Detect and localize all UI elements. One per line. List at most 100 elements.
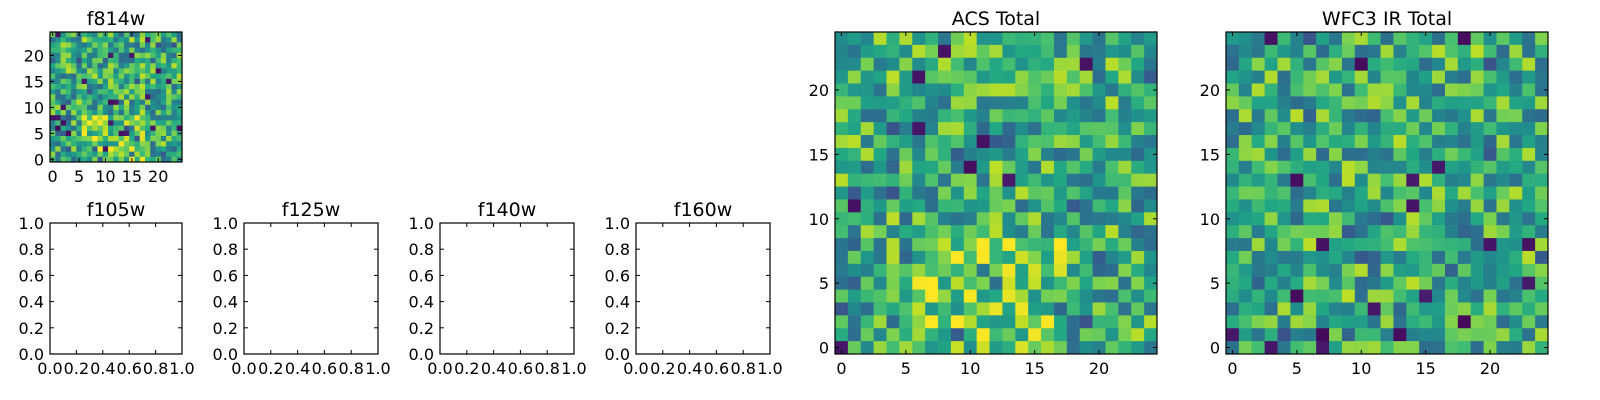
heatmap-cell xyxy=(129,63,135,69)
heatmap-cell xyxy=(150,141,156,147)
heatmap-cell xyxy=(81,84,88,90)
heatmap-cell xyxy=(1144,250,1158,265)
heatmap-cell xyxy=(1470,122,1484,136)
heatmap-cell xyxy=(886,147,900,162)
heatmap-cell xyxy=(1316,276,1330,290)
heatmap-cell xyxy=(50,89,56,95)
heatmap-cell xyxy=(1406,109,1420,123)
heatmap-cell xyxy=(50,47,56,54)
heatmap-cell xyxy=(71,73,77,80)
heatmap-cell xyxy=(1092,44,1106,59)
heatmap-cell xyxy=(1419,315,1433,329)
heatmap-cell xyxy=(1535,96,1549,110)
heatmap-cell xyxy=(1470,83,1484,97)
heatmap-cell xyxy=(1066,135,1081,149)
x-tick-label: 10 xyxy=(960,359,980,378)
heatmap-cell xyxy=(1277,32,1291,46)
heatmap-cell xyxy=(1290,263,1304,278)
heatmap-cell xyxy=(113,146,120,152)
heatmap-cell xyxy=(118,130,125,137)
heatmap-cell xyxy=(134,89,141,95)
heatmap-cell xyxy=(55,115,61,121)
heatmap-cell xyxy=(1238,160,1253,175)
heatmap-cell xyxy=(1367,109,1381,123)
heatmap-cell xyxy=(1483,225,1497,239)
heatmap-cell xyxy=(123,47,130,54)
heatmap-cell xyxy=(1432,173,1446,187)
heatmap-cell xyxy=(1238,44,1253,59)
heatmap-cell xyxy=(1290,96,1304,110)
heatmap-cell xyxy=(989,225,1003,239)
heatmap-cell xyxy=(1092,276,1106,290)
heatmap-cell xyxy=(139,151,146,158)
heatmap-cell xyxy=(847,212,862,226)
heatmap-cell xyxy=(1144,328,1158,342)
heatmap-cell xyxy=(835,341,849,355)
heatmap-cell xyxy=(1002,238,1016,252)
heatmap-cell xyxy=(55,68,61,74)
heatmap-cell xyxy=(938,147,952,162)
heatmap-cell xyxy=(1496,289,1510,303)
heatmap-cell xyxy=(860,147,875,162)
heatmap-cell xyxy=(1041,263,1055,278)
heatmap-cell xyxy=(50,120,56,126)
heatmap-cell xyxy=(160,110,167,116)
heatmap-cell xyxy=(963,96,978,110)
heatmap-cell xyxy=(1496,147,1510,162)
heatmap-cell xyxy=(847,199,862,213)
heatmap-cell xyxy=(1118,173,1132,187)
heatmap-cell xyxy=(134,73,141,80)
heatmap-cell xyxy=(873,186,887,200)
heatmap-cell xyxy=(1066,122,1081,136)
heatmap-cell xyxy=(873,276,887,290)
heatmap-cell xyxy=(1509,44,1523,59)
heatmap-cell xyxy=(81,115,88,121)
heatmap-cell xyxy=(1406,212,1420,226)
heatmap-cell xyxy=(1393,109,1407,123)
heatmap-cell xyxy=(1341,212,1356,226)
heatmap-cell xyxy=(860,341,875,355)
heatmap-cell xyxy=(925,263,939,278)
x-tick-label: 0.2 xyxy=(64,359,89,378)
heatmap-cell xyxy=(76,52,83,59)
heatmap-cell xyxy=(176,37,183,43)
heatmap-cell xyxy=(912,328,926,342)
heatmap-cell xyxy=(1444,135,1459,149)
heatmap-cell xyxy=(155,37,162,43)
heatmap-cell xyxy=(950,250,965,265)
heatmap-cell xyxy=(1406,199,1420,213)
heatmap-cell xyxy=(847,341,862,355)
heatmap-cell xyxy=(873,263,887,278)
heatmap-cell xyxy=(1144,289,1158,303)
heatmap-cell xyxy=(1380,109,1394,123)
heatmap-cell xyxy=(1406,276,1420,290)
heatmap-cell xyxy=(860,225,875,239)
heatmap-cell xyxy=(1226,44,1240,59)
heatmap-cell xyxy=(1457,238,1472,252)
heatmap-cell xyxy=(1329,289,1343,303)
heatmap-cell xyxy=(166,89,172,95)
heatmap-cell xyxy=(92,78,98,85)
heatmap-cell xyxy=(150,120,156,126)
heatmap-cell xyxy=(1131,276,1145,290)
heatmap-cell xyxy=(97,130,104,137)
heatmap-cell xyxy=(1432,341,1446,355)
heatmap-cell xyxy=(1028,83,1042,97)
heatmap-cell xyxy=(1105,212,1119,226)
heatmap-cell xyxy=(1118,315,1132,329)
heatmap-cell xyxy=(1393,238,1407,252)
heatmap-cell xyxy=(1380,186,1394,200)
heatmap-cell xyxy=(176,89,183,95)
heatmap-cell xyxy=(1393,315,1407,329)
heatmap-cell xyxy=(1079,263,1093,278)
heatmap-cell xyxy=(1015,276,1029,290)
heatmap-cell xyxy=(60,32,67,38)
heatmap-cell xyxy=(134,58,141,64)
heatmap-cell xyxy=(1316,57,1330,72)
heatmap-cell xyxy=(1354,289,1369,303)
heatmap-cell xyxy=(160,99,167,106)
heatmap-cell xyxy=(145,78,151,85)
heatmap-cell xyxy=(1393,302,1407,316)
heatmap-cell xyxy=(108,37,114,43)
heatmap-cell xyxy=(899,289,913,303)
